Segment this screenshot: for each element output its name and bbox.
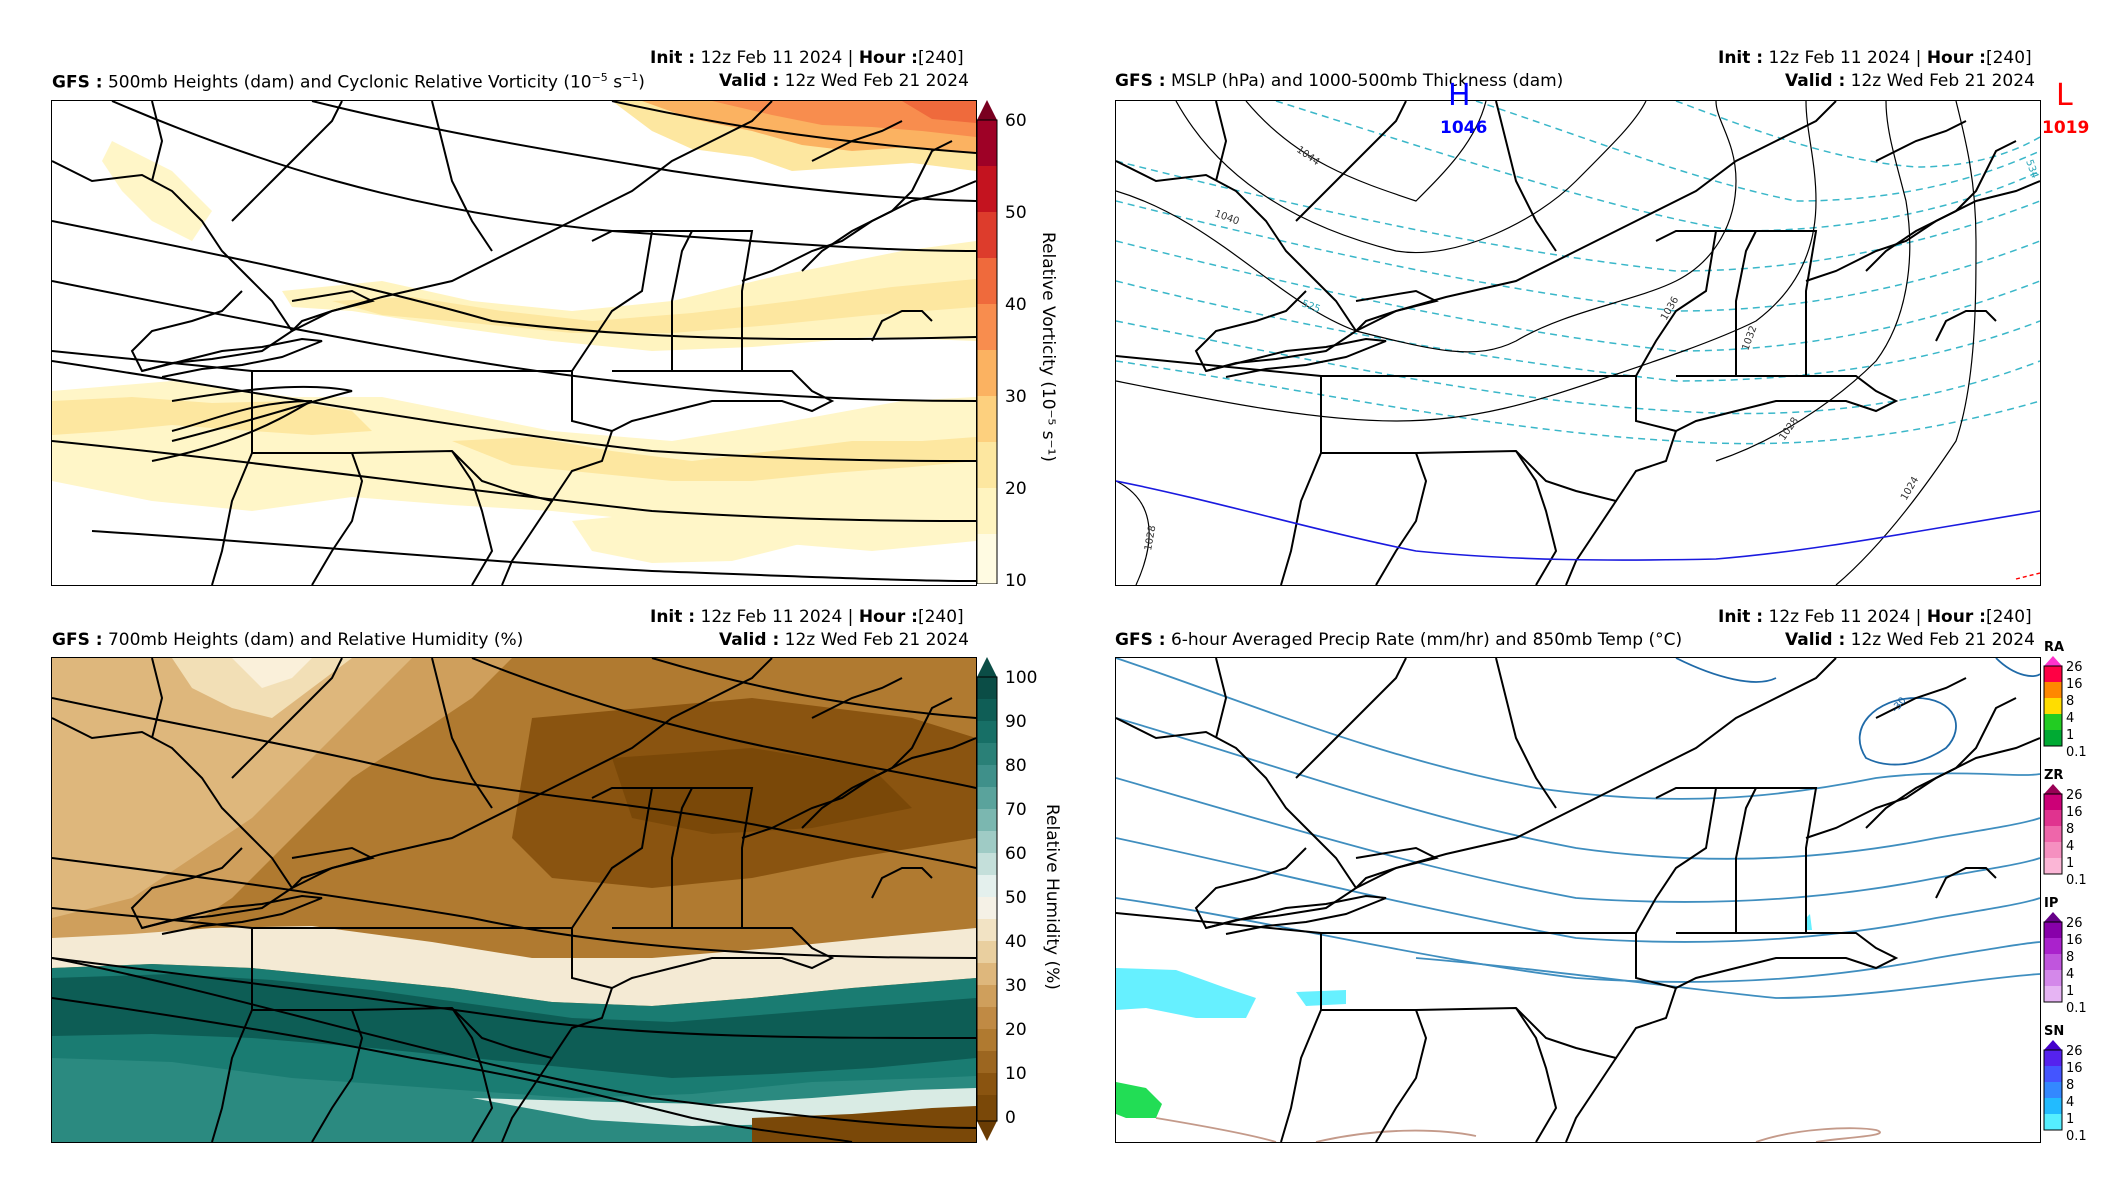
isobar-label: 1024 bbox=[1899, 475, 1921, 503]
legend-tick: 26 bbox=[2066, 660, 2083, 675]
legend-tick: 0.1 bbox=[2066, 873, 2087, 888]
isobar-label: 1044 bbox=[1294, 144, 1321, 168]
legend-tick: 4 bbox=[2066, 839, 2075, 854]
init-line: Init : 12z Feb 11 2024 | Hour :[240] bbox=[1718, 607, 2032, 627]
legend-tick: 1 bbox=[2066, 1112, 2075, 1127]
legend-ice-pellets-label: IP bbox=[2044, 896, 2059, 911]
cbar-tick: 10 bbox=[1005, 1064, 1027, 1084]
cbar-tick: 50 bbox=[1005, 888, 1027, 908]
legend-tick: 0.1 bbox=[2066, 1129, 2087, 1144]
legend-tick: 8 bbox=[2066, 950, 2075, 965]
panel-title: GFS : 500mb Heights (dam) and Cyclonic R… bbox=[52, 71, 645, 93]
isobar-label: 1028 bbox=[1777, 416, 1801, 443]
init-line: Init : 12z Feb 11 2024 | Hour :[240] bbox=[1718, 48, 2032, 68]
legend-tick: 16 bbox=[2066, 805, 2083, 820]
rh-colorbar bbox=[975, 657, 999, 1141]
valid-line: Valid : 12z Wed Feb 21 2024 bbox=[719, 630, 969, 650]
cbar-tick: 20 bbox=[1005, 1020, 1027, 1040]
legend-tick: 4 bbox=[2066, 711, 2075, 726]
panel-title: GFS : MSLP (hPa) and 1000-500mb Thicknes… bbox=[1115, 71, 1564, 91]
cbar-tick: 50 bbox=[1005, 203, 1027, 223]
cbar-tick: 70 bbox=[1005, 800, 1027, 820]
legend-tick: 1 bbox=[2066, 984, 2075, 999]
cbar-tick: 60 bbox=[1005, 844, 1027, 864]
legend-tick: 4 bbox=[2066, 967, 2075, 982]
legend-tick: 0.1 bbox=[2066, 1001, 2087, 1016]
cbar-tick: 90 bbox=[1005, 712, 1027, 732]
legend-tick: 4 bbox=[2066, 1095, 2075, 1110]
cbar-tick: 40 bbox=[1005, 295, 1027, 315]
cbar-tick: 20 bbox=[1005, 479, 1027, 499]
thickness-label: 525 bbox=[1300, 298, 1322, 315]
panel-title: GFS : 6-hour Averaged Precip Rate (mm/hr… bbox=[1115, 630, 1683, 650]
legend-tick: 8 bbox=[2066, 822, 2075, 837]
valid-line: Valid : 12z Wed Feb 21 2024 bbox=[719, 71, 969, 91]
high-pressure-marker: H bbox=[1448, 78, 1471, 113]
legend-rain bbox=[2043, 656, 2063, 760]
cbar-tick: 10 bbox=[1005, 571, 1027, 591]
legend-ice-pellets bbox=[2043, 912, 2063, 1016]
vorticity-colorbar bbox=[975, 100, 999, 585]
isobar-label: 1040 bbox=[1213, 208, 1241, 227]
legend-tick: 1 bbox=[2066, 856, 2075, 871]
valid-line: Valid : 12z Wed Feb 21 2024 bbox=[1785, 630, 2035, 650]
low-pressure-marker: L bbox=[2056, 78, 2073, 113]
cbar-tick: 30 bbox=[1005, 976, 1027, 996]
vorticity-map bbox=[51, 100, 977, 586]
cbar-tick: 100 bbox=[1005, 668, 1038, 688]
legend-freezing-rain-label: ZR bbox=[2044, 768, 2064, 783]
cbar-tick: 80 bbox=[1005, 756, 1027, 776]
precip-map: -30 bbox=[1115, 657, 2041, 1143]
legend-freezing-rain bbox=[2043, 784, 2063, 888]
legend-tick: 8 bbox=[2066, 694, 2075, 709]
legend-tick: 26 bbox=[2066, 916, 2083, 931]
cbar-tick: 40 bbox=[1005, 932, 1027, 952]
thickness-label: 534 bbox=[2023, 158, 2040, 180]
mslp-map: 1044 1040 1036 1032 1028 1024 1028 525 5… bbox=[1115, 100, 2041, 586]
legend-tick: 8 bbox=[2066, 1078, 2075, 1093]
legend-tick: 0.1 bbox=[2066, 745, 2087, 760]
isobar-label: 1028 bbox=[1143, 525, 1158, 552]
low-pressure-value: 1019 bbox=[2042, 118, 2090, 138]
legend-tick: 16 bbox=[2066, 677, 2083, 692]
cbar-tick: 30 bbox=[1005, 387, 1027, 407]
init-line: Init : 12z Feb 11 2024 | Hour :[240] bbox=[650, 607, 964, 627]
legend-tick: 16 bbox=[2066, 933, 2083, 948]
cbar-tick: 60 bbox=[1005, 111, 1027, 131]
colorbar-title: Relative Humidity (%) bbox=[1042, 804, 1062, 990]
legend-snow-label: SN bbox=[2044, 1024, 2065, 1039]
rh-map bbox=[51, 657, 977, 1143]
colorbar-title: Relative Vorticity (10⁻⁵ s⁻¹) bbox=[1038, 232, 1058, 462]
cbar-tick: 0 bbox=[1005, 1108, 1016, 1128]
valid-line: Valid : 12z Wed Feb 21 2024 bbox=[1785, 71, 2035, 91]
legend-tick: 1 bbox=[2066, 728, 2075, 743]
legend-tick: 16 bbox=[2066, 1061, 2083, 1076]
init-line: Init : 12z Feb 11 2024 | Hour :[240] bbox=[650, 48, 964, 68]
legend-tick: 26 bbox=[2066, 1044, 2083, 1059]
legend-rain-label: RA bbox=[2044, 640, 2065, 655]
high-pressure-value: 1046 bbox=[1440, 118, 1488, 138]
legend-tick: 26 bbox=[2066, 788, 2083, 803]
panel-title: GFS : 700mb Heights (dam) and Relative H… bbox=[52, 630, 524, 650]
legend-snow bbox=[2043, 1040, 2063, 1144]
